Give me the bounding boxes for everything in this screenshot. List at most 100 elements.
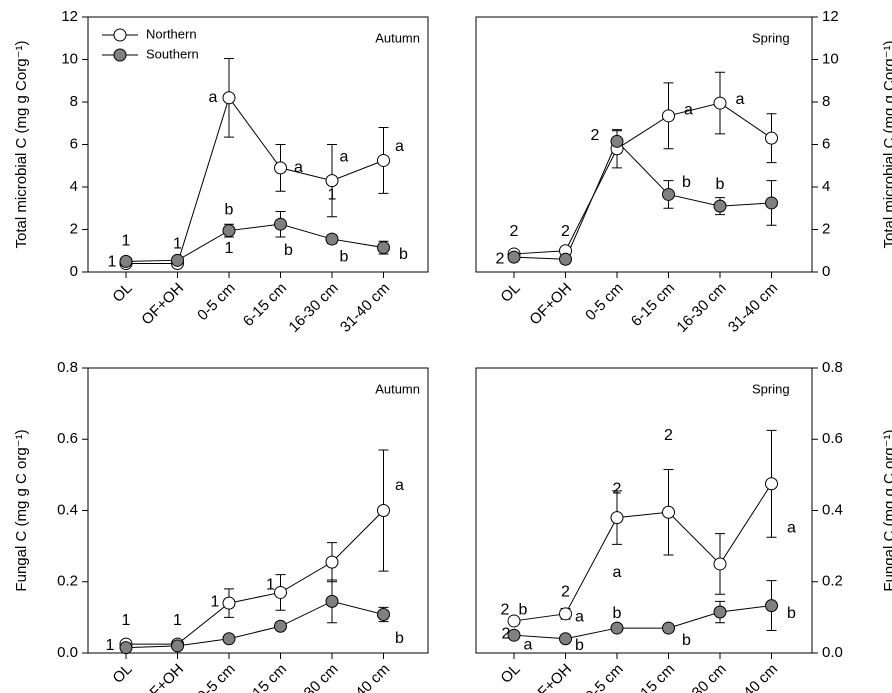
x-tick-label: OL xyxy=(109,661,135,687)
significance-letter: 2 xyxy=(664,427,673,444)
y-tick-label: 0 xyxy=(822,263,830,280)
series-line xyxy=(513,605,772,640)
series-line xyxy=(513,140,772,260)
y-tick-label: 6 xyxy=(822,135,830,152)
marker xyxy=(507,628,521,642)
x-tick-label: 0-5 cm xyxy=(582,280,626,324)
x-tick-label: OL xyxy=(109,280,135,306)
x-tick-label: 6-15 cm xyxy=(628,280,678,330)
x-tick-label: 16-30 cm xyxy=(285,280,341,336)
marker xyxy=(713,605,727,619)
significance-letter: b xyxy=(395,630,404,647)
x-tick-label: 6-15 cm xyxy=(240,661,290,693)
y-tick-label: 12 xyxy=(822,8,839,25)
significance-letter: 1 xyxy=(211,593,220,610)
x-tick-label: OF+OH xyxy=(138,661,187,693)
y-tick-label: 0.0 xyxy=(57,644,78,661)
marker xyxy=(222,596,236,610)
y-axis-label: Fungal C (mg g C org⁻¹) xyxy=(13,429,30,591)
significance-letter: b xyxy=(519,601,528,618)
marker xyxy=(377,608,390,622)
significance-letter: a xyxy=(294,159,303,176)
marker xyxy=(325,174,339,188)
series-line xyxy=(126,96,384,264)
y-tick-label: 0.2 xyxy=(822,573,843,590)
significance-letter: b xyxy=(284,242,293,259)
series-line xyxy=(126,510,384,645)
marker xyxy=(119,254,133,268)
y-tick-label: 2 xyxy=(822,220,830,237)
marker xyxy=(713,199,727,213)
significance-letter: a xyxy=(575,609,584,626)
y-tick-label: 0.0 xyxy=(822,644,843,661)
significance-letter: 2 xyxy=(561,584,570,601)
significance-letter: 1 xyxy=(122,232,131,249)
marker xyxy=(765,599,778,613)
plot-frame xyxy=(87,16,429,273)
significance-letter: 1 xyxy=(266,577,275,594)
panel-label: Spring xyxy=(752,30,790,45)
y-tick-label: 10 xyxy=(822,50,839,67)
marker xyxy=(325,555,339,569)
significance-letter: 2 xyxy=(613,480,622,497)
significance-letter: 1 xyxy=(106,637,115,654)
marker xyxy=(377,241,390,255)
marker xyxy=(171,253,184,267)
y-tick-label: 8 xyxy=(822,93,830,110)
significance-letter: a xyxy=(787,520,796,537)
marker xyxy=(171,639,184,653)
legend-label: Northern xyxy=(146,26,197,41)
y-tick-label: 0.6 xyxy=(822,430,843,447)
marker xyxy=(662,505,675,519)
plot-frame xyxy=(475,16,813,273)
significance-letter: 2 xyxy=(502,625,511,642)
y-axis-label: Fungal C (mg g C org⁻¹) xyxy=(881,429,892,591)
significance-letter: a xyxy=(340,148,349,165)
marker xyxy=(274,619,287,633)
x-tick-label: 16-30 cm xyxy=(673,661,729,693)
y-tick-label: 4 xyxy=(70,178,78,195)
significance-letter: 1 xyxy=(225,240,234,257)
y-tick-label: 0.8 xyxy=(822,359,843,376)
y-tick-label: 12 xyxy=(61,8,78,25)
marker xyxy=(662,187,675,201)
marker xyxy=(713,557,727,571)
marker xyxy=(662,621,675,635)
significance-letter: 1 xyxy=(122,612,131,629)
x-tick-label: 31-40 cm xyxy=(337,661,393,693)
marker xyxy=(713,96,727,110)
x-tick-label: 0-5 cm xyxy=(194,661,238,693)
legend-marker xyxy=(113,48,127,62)
series-line xyxy=(513,102,772,255)
legend-label: Southern xyxy=(146,46,199,61)
panel-label: Autumn xyxy=(375,30,420,45)
significance-letter: a xyxy=(524,636,533,653)
marker xyxy=(274,161,287,175)
marker xyxy=(325,232,339,246)
y-tick-label: 0.4 xyxy=(57,501,78,518)
marker xyxy=(222,91,236,105)
y-tick-label: 0.2 xyxy=(57,573,78,590)
y-tick-label: 8 xyxy=(70,93,78,110)
x-tick-label: 16-30 cm xyxy=(673,280,729,336)
x-tick-label: OL xyxy=(497,661,523,687)
y-tick-label: 0.6 xyxy=(57,430,78,447)
significance-letter: b xyxy=(399,246,408,263)
x-tick-label: OL xyxy=(497,280,523,306)
significance-letter: a xyxy=(209,89,218,106)
y-tick-label: 2 xyxy=(70,220,78,237)
x-tick-label: 31-40 cm xyxy=(337,280,393,336)
marker xyxy=(559,252,572,266)
x-tick-label: OF+OH xyxy=(526,280,575,329)
marker xyxy=(765,196,778,210)
panel-label: Spring xyxy=(752,381,790,396)
marker xyxy=(119,641,133,655)
significance-letter: b xyxy=(225,202,234,219)
marker xyxy=(765,131,778,145)
x-tick-label: 6-15 cm xyxy=(240,280,290,330)
significance-letter: 2 xyxy=(510,223,519,240)
significance-letter: 2 xyxy=(501,601,510,618)
significance-letter: 1 xyxy=(108,254,117,271)
significance-letter: a xyxy=(395,138,404,155)
x-tick-label: 31-40 cm xyxy=(725,280,781,336)
